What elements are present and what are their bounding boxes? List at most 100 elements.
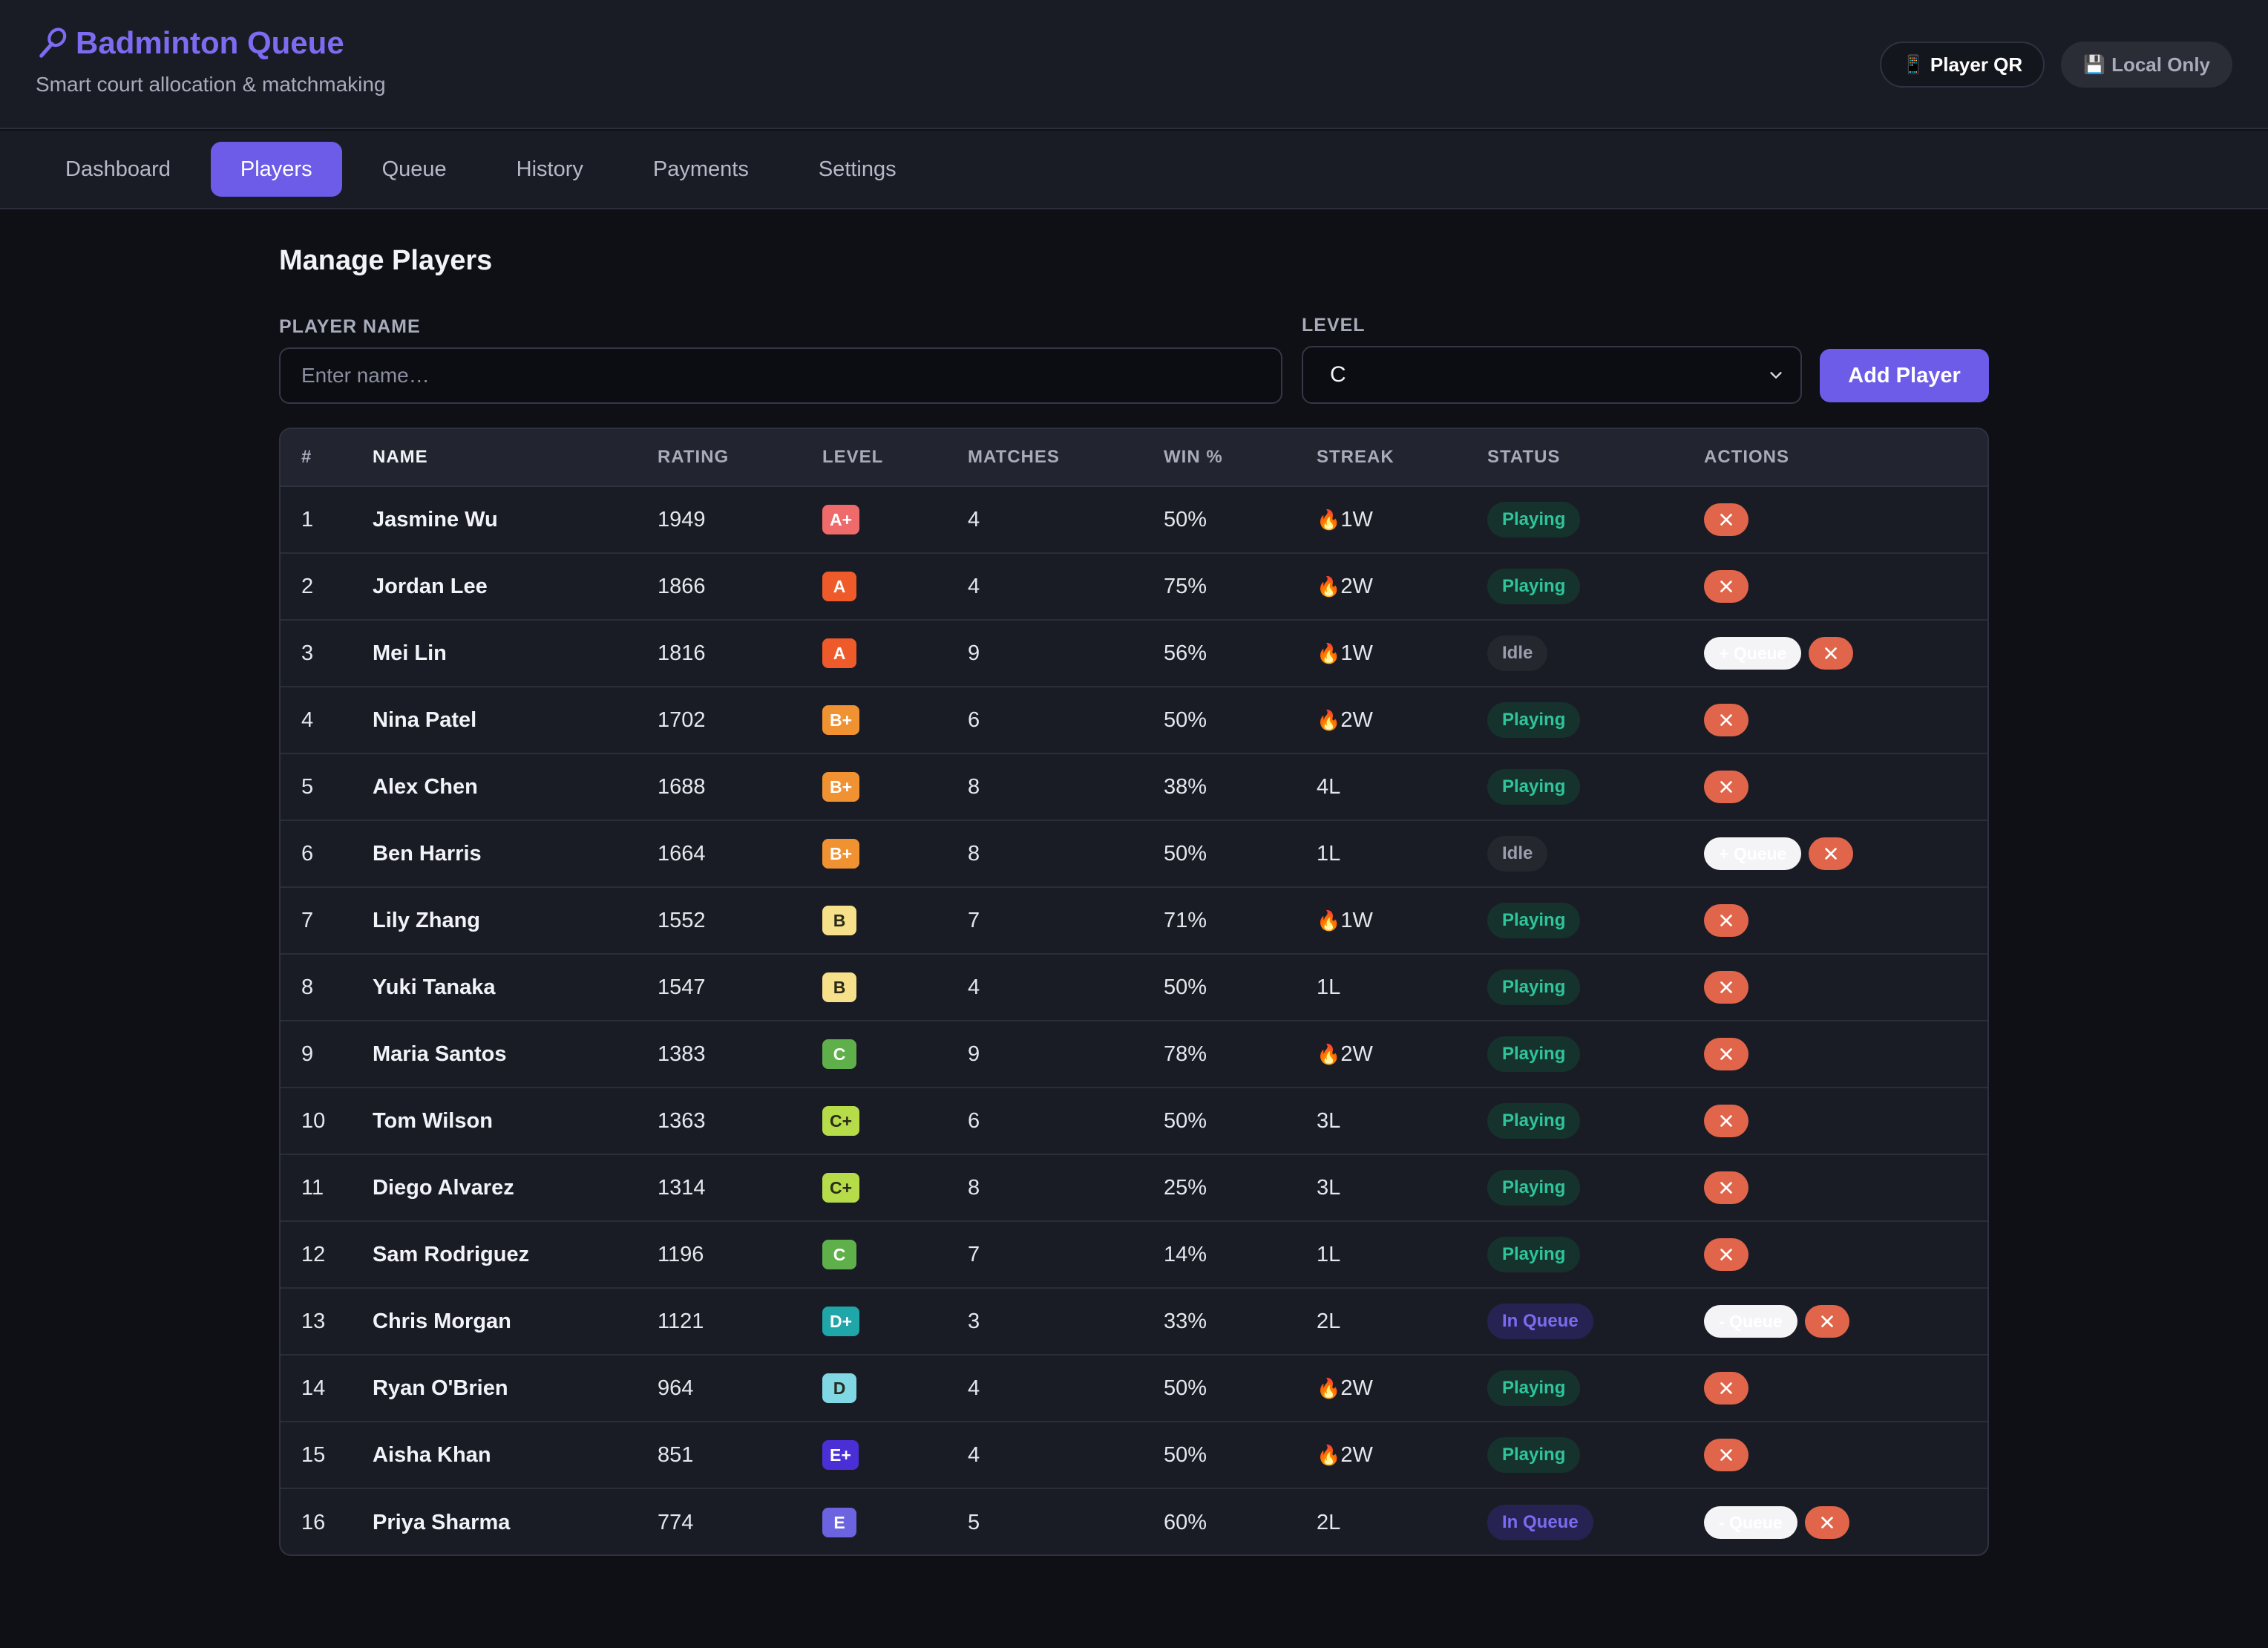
players-panel: Manage Players PLAYER NAME LEVEL C Add P… bbox=[279, 245, 1989, 404]
player-matches: 6 bbox=[968, 707, 980, 732]
level-badge: B bbox=[822, 906, 856, 935]
status-badge: Playing bbox=[1487, 569, 1581, 604]
level-badge: C+ bbox=[822, 1106, 860, 1136]
remove-player-button[interactable] bbox=[1804, 1305, 1849, 1338]
col-header-rating[interactable]: RATING bbox=[658, 447, 730, 467]
remove-player-button[interactable] bbox=[1704, 1372, 1748, 1405]
tab-queue[interactable]: Queue bbox=[381, 157, 447, 181]
player-rating: 1949 bbox=[658, 507, 706, 532]
player-matches: 4 bbox=[968, 1376, 980, 1400]
player-win-pct: 33% bbox=[1164, 1309, 1207, 1333]
player-win-pct: 71% bbox=[1164, 908, 1207, 932]
streak-value: 2W bbox=[1340, 574, 1373, 598]
player-qr-button[interactable]: 📱 Player QR bbox=[1880, 42, 2045, 88]
col-header-name[interactable]: NAME bbox=[373, 447, 428, 467]
player-rating: 1363 bbox=[658, 1108, 706, 1133]
player-rating: 1383 bbox=[658, 1042, 706, 1066]
player-matches: 8 bbox=[968, 1175, 980, 1200]
table-row: 14 Ryan O'Brien 964 D 4 50% 🔥2W Playing bbox=[281, 1356, 1987, 1422]
player-name-input[interactable] bbox=[279, 347, 1282, 404]
status-cell: In Queue bbox=[1487, 1304, 1704, 1339]
level-badge: D+ bbox=[822, 1307, 860, 1336]
level-cell: C bbox=[822, 1240, 968, 1269]
phone-icon: 📱 bbox=[1902, 54, 1924, 75]
remove-player-button[interactable] bbox=[1704, 570, 1748, 603]
remove-player-button[interactable] bbox=[1704, 771, 1748, 803]
tab-players[interactable]: Players bbox=[210, 142, 342, 197]
tab-settings[interactable]: Settings bbox=[818, 157, 897, 181]
row-number: 4 bbox=[301, 707, 314, 732]
remove-player-button[interactable] bbox=[1704, 1038, 1748, 1070]
level-cell: C bbox=[822, 1039, 968, 1069]
remove-player-button[interactable] bbox=[1809, 837, 1854, 870]
remove-from-queue-button[interactable]: - Queue bbox=[1704, 1506, 1797, 1539]
add-to-queue-button[interactable]: + Queue bbox=[1704, 837, 1802, 870]
remove-player-button[interactable] bbox=[1704, 1171, 1748, 1204]
player-rating: 1552 bbox=[658, 908, 706, 932]
player-rating: 964 bbox=[658, 1376, 694, 1400]
level-badge: A bbox=[822, 572, 856, 601]
level-cell: E+ bbox=[822, 1440, 968, 1470]
remove-player-button[interactable] bbox=[1809, 637, 1854, 670]
actions-cell: - Queue bbox=[1704, 1305, 1986, 1338]
col-header-number[interactable]: # bbox=[301, 447, 312, 467]
remove-player-button[interactable] bbox=[1704, 704, 1748, 736]
tab-history[interactable]: History bbox=[516, 157, 583, 181]
close-icon bbox=[1825, 848, 1838, 860]
streak-value: 2L bbox=[1317, 1309, 1341, 1333]
local-only-label: Local Only bbox=[2111, 53, 2210, 76]
streak-cell: 3L bbox=[1317, 1176, 1487, 1200]
player-matches: 4 bbox=[968, 507, 980, 532]
remove-player-button[interactable] bbox=[1704, 1105, 1748, 1137]
col-header-streak[interactable]: STREAK bbox=[1317, 447, 1394, 467]
remove-player-button[interactable] bbox=[1704, 904, 1748, 937]
col-header-matches[interactable]: MATCHES bbox=[968, 447, 1060, 467]
status-badge: Playing bbox=[1487, 969, 1581, 1005]
player-matches: 4 bbox=[968, 975, 980, 999]
player-win-pct: 38% bbox=[1164, 774, 1207, 799]
row-number: 1 bbox=[301, 507, 314, 532]
player-win-pct: 60% bbox=[1164, 1510, 1207, 1534]
add-player-button[interactable]: Add Player bbox=[1820, 349, 1989, 402]
actions-cell bbox=[1704, 503, 1986, 536]
status-badge: In Queue bbox=[1487, 1505, 1593, 1540]
tab-payments[interactable]: Payments bbox=[652, 157, 749, 181]
add-to-queue-button[interactable]: + Queue bbox=[1704, 637, 1802, 670]
row-number: 6 bbox=[301, 841, 314, 866]
remove-from-queue-button[interactable]: - Queue bbox=[1704, 1305, 1797, 1338]
col-header-status[interactable]: STATUS bbox=[1487, 447, 1561, 467]
player-rating: 851 bbox=[658, 1442, 694, 1467]
tab-dashboard[interactable]: Dashboard bbox=[65, 157, 171, 181]
remove-player-button[interactable] bbox=[1704, 503, 1748, 536]
status-cell: Idle bbox=[1487, 836, 1704, 872]
player-rating: 1664 bbox=[658, 841, 706, 866]
close-icon bbox=[1720, 581, 1732, 592]
player-rating: 1688 bbox=[658, 774, 706, 799]
actions-cell bbox=[1704, 1171, 1986, 1204]
brand: Badminton Queue Smart court allocation &… bbox=[36, 25, 386, 97]
app-title-row: Badminton Queue bbox=[36, 25, 386, 61]
col-header-level[interactable]: LEVEL bbox=[822, 447, 884, 467]
status-cell: Playing bbox=[1487, 702, 1704, 738]
remove-player-button[interactable] bbox=[1704, 971, 1748, 1004]
close-icon bbox=[1720, 1048, 1732, 1060]
remove-player-button[interactable] bbox=[1704, 1238, 1748, 1271]
table-row: 6 Ben Harris 1664 B+ 8 50% 1L Idle + Queue bbox=[281, 821, 1987, 888]
status-cell: Playing bbox=[1487, 969, 1704, 1005]
players-table: # NAME RATING LEVEL MATCHES WIN % STREAK… bbox=[279, 428, 1989, 1556]
player-win-pct: 78% bbox=[1164, 1042, 1207, 1066]
remove-player-button[interactable] bbox=[1704, 1439, 1748, 1471]
level-cell: B+ bbox=[822, 839, 968, 869]
row-number: 15 bbox=[301, 1442, 326, 1467]
level-select[interactable]: C bbox=[1302, 346, 1802, 404]
streak-value: 1W bbox=[1340, 908, 1373, 932]
row-number: 3 bbox=[301, 641, 314, 665]
remove-player-button[interactable] bbox=[1804, 1506, 1849, 1539]
col-header-win-pct[interactable]: WIN % bbox=[1164, 447, 1223, 467]
player-matches: 4 bbox=[968, 1442, 980, 1467]
table-row: 10 Tom Wilson 1363 C+ 6 50% 3L Playing bbox=[281, 1088, 1987, 1155]
level-badge: C+ bbox=[822, 1173, 860, 1203]
chevron-down-icon bbox=[1770, 372, 1782, 379]
local-only-badge[interactable]: 💾 Local Only bbox=[2061, 42, 2232, 88]
level-cell: B bbox=[822, 906, 968, 935]
